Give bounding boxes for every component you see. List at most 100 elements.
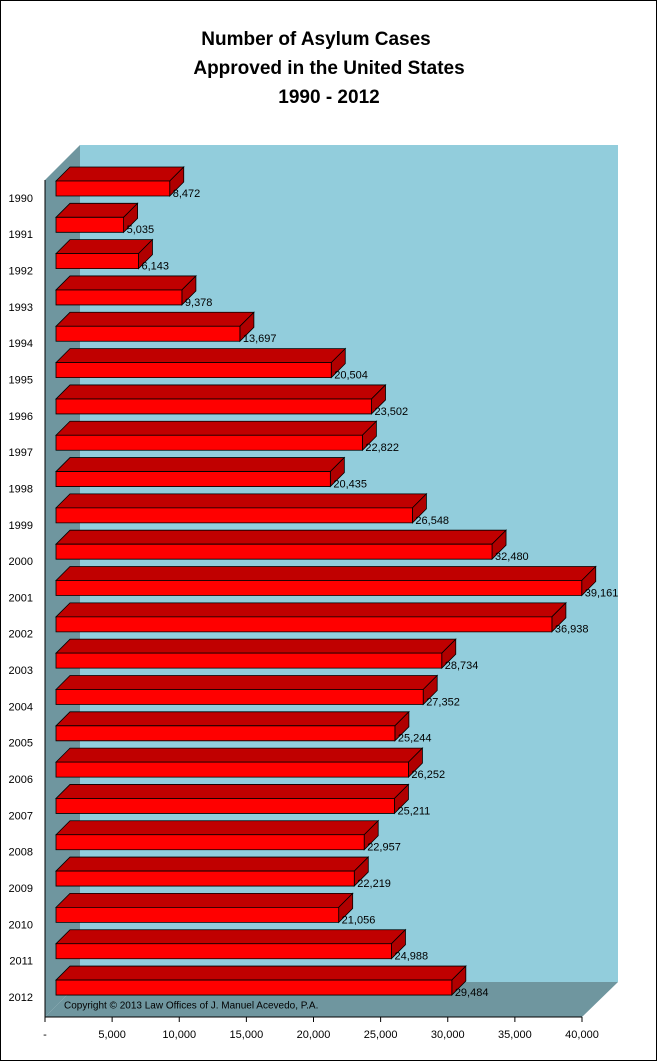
bar-front [55,253,139,270]
bar [55,456,346,488]
bar-top [55,675,439,690]
y-tick-label: 1995 [9,375,33,387]
bar-top [55,965,467,981]
value-label: 22,219 [357,878,391,890]
y-tick-label: 1994 [9,338,33,350]
bar-front [55,325,241,342]
bar-top [55,457,346,472]
y-tick-label: 1990 [9,193,33,205]
bar [55,565,597,597]
y-tick-label: 1997 [9,447,33,459]
bar-top [55,275,197,291]
annotation: Copyright © 2013 Law Offices of J. Manue… [64,1001,318,1012]
bar-front [55,362,332,379]
value-label: 26,548 [415,515,449,527]
bar-front [55,216,124,233]
x-tick-label: 25,000 [364,1029,398,1041]
bar-front [55,761,409,778]
bar-front [55,689,424,705]
y-tick-label: 1993 [9,302,33,314]
bar [55,274,197,306]
bar [55,638,457,670]
value-label: 26,252 [411,769,445,781]
bar-top [55,747,424,763]
bar-front [55,398,372,415]
value-label: 8,472 [173,188,201,200]
value-label: 20,504 [334,370,368,382]
bar-front [55,834,365,851]
bar [55,202,139,234]
bar [55,238,154,270]
bar [55,892,354,924]
y-tick-label: 1992 [9,266,33,278]
y-tick-label: 2000 [9,556,33,568]
value-label: 22,822 [365,442,399,454]
bar-front [55,434,363,451]
bar-top [55,711,410,727]
y-tick-label: 2012 [9,992,33,1004]
bar-front [55,580,583,596]
y-tick-label: 1998 [9,483,33,495]
bar-top [55,856,370,872]
bar [55,710,410,742]
y-tick-label: 2003 [9,665,33,677]
bar-front [55,798,395,814]
x-tick-label: 15,000 [230,1029,264,1041]
value-label: 29,484 [455,987,489,999]
bar [55,819,380,851]
bar [55,928,407,960]
bar [55,601,567,633]
x-tick-label: - [43,1029,47,1041]
bar [55,965,467,997]
value-label: 9,378 [185,297,213,309]
value-label: 20,435 [333,478,367,490]
y-tick-label: 2002 [9,629,33,641]
bar [55,856,370,888]
bar-top [55,311,255,327]
x-tick-label: 20,000 [297,1029,331,1041]
bar-front [55,543,493,560]
bar-front [55,979,453,996]
bar-front [55,289,183,306]
value-label: 36,938 [555,624,589,636]
bar-front [55,180,171,197]
bar-front [55,616,553,633]
x-tick-label: 30,000 [431,1029,465,1041]
bar [55,311,255,343]
value-label: 27,352 [426,696,460,708]
x-tick-label: 10,000 [162,1029,196,1041]
bar-front [55,652,443,669]
value-label: 25,244 [398,733,432,745]
value-label: 23,502 [375,406,409,418]
bar [55,347,347,379]
bar-front [55,943,392,960]
bar-front [55,870,355,887]
value-label: 21,056 [342,914,376,926]
value-label: 28,734 [445,660,479,672]
value-label: 24,988 [394,951,428,963]
y-tick-label: 1991 [9,229,33,241]
x-tick-label: 35,000 [498,1029,532,1041]
bar [55,529,508,561]
value-label: 39,161 [585,587,619,599]
bar-top [55,893,354,908]
y-tick-label: 1996 [9,411,33,423]
y-tick-label: 1999 [9,520,33,532]
chart-title: 1990 - 2012 [278,87,379,108]
y-tick-label: 2011 [9,956,33,968]
bar [55,747,424,779]
bar-top [55,420,378,436]
bar-top [55,239,154,255]
bar-top [55,638,457,654]
x-tick-label: 5,000 [98,1029,126,1041]
bar-top [55,784,410,799]
bar-top [55,166,185,182]
bar-top [55,820,380,836]
y-tick-label: 2008 [9,847,33,859]
bar-front [55,907,340,923]
bar [55,783,410,815]
bar-front [55,507,413,524]
bar-front [55,725,396,742]
